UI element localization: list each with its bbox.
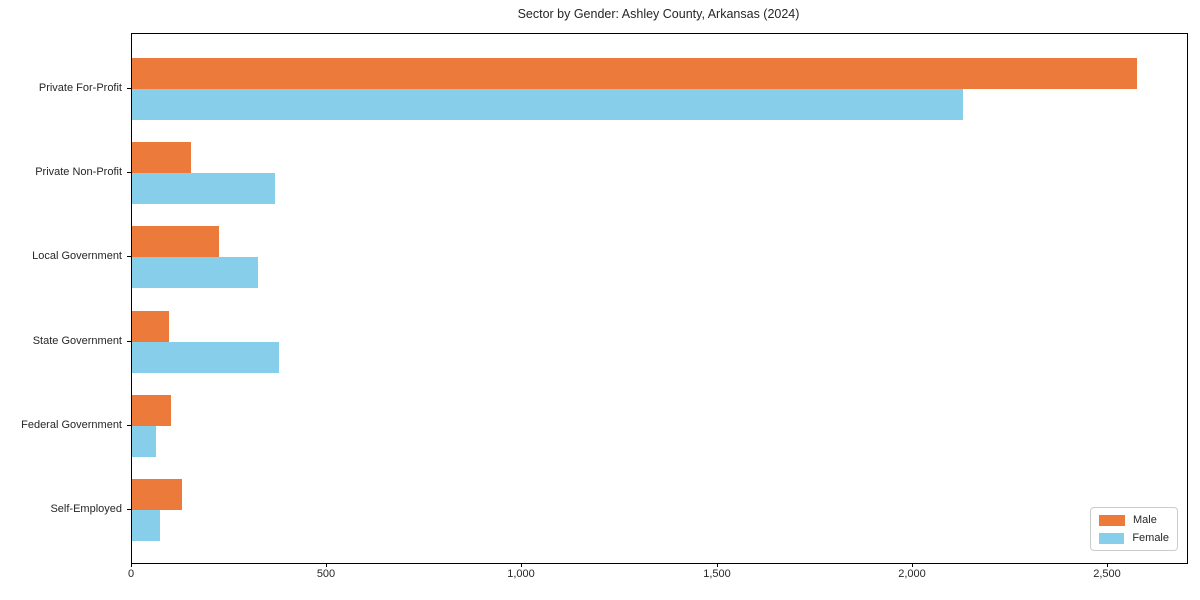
y-tick-mark <box>127 256 131 257</box>
x-tick-label-1500: 1,500 <box>703 568 731 580</box>
bar-female-local-government <box>132 257 258 288</box>
bar-male-state-government <box>132 311 169 342</box>
legend-item-female: Female <box>1099 532 1169 544</box>
y-tick-mark <box>127 172 131 173</box>
legend-swatch-female-icon <box>1099 532 1125 544</box>
bar-female-state-government <box>132 342 279 373</box>
bar-female-private-for-profit <box>132 89 963 120</box>
bar-male-federal-government <box>132 395 171 426</box>
x-tick-label-500: 500 <box>316 568 336 580</box>
bar-female-private-non-profit <box>132 173 275 204</box>
x-tick-label-2500: 2,500 <box>1093 568 1121 580</box>
y-tick-mark <box>127 425 131 426</box>
x-tick-label-0: 0 <box>127 568 135 580</box>
y-axis-label-federal-government: Federal Government <box>21 419 122 431</box>
x-tick-mark <box>1107 563 1108 567</box>
bar-male-self-employed <box>132 479 182 510</box>
x-tick-mark <box>717 563 718 567</box>
y-tick-mark <box>127 341 131 342</box>
bar-male-private-for-profit <box>132 58 1137 89</box>
legend-item-male: Male <box>1099 514 1169 526</box>
y-axis-label-private-non-profit: Private Non-Profit <box>35 166 122 178</box>
y-axis-label-state-government: State Government <box>32 335 122 347</box>
legend: Male Female <box>1090 507 1178 551</box>
legend-label-male: Male <box>1133 514 1157 526</box>
bar-female-self-employed <box>132 510 160 541</box>
plot-area <box>131 33 1188 564</box>
x-tick-label-1000: 1,000 <box>507 568 535 580</box>
bar-male-local-government <box>132 226 219 257</box>
chart-title: Sector by Gender: Ashley County, Arkansa… <box>517 7 800 21</box>
x-tick-label-2000: 2,000 <box>898 568 926 580</box>
legend-label-female: Female <box>1132 532 1169 544</box>
y-axis-label-local-government: Local Government <box>32 250 122 262</box>
x-tick-mark <box>326 563 327 567</box>
y-axis-label-self-employed: Self-Employed <box>50 503 122 515</box>
x-tick-mark <box>131 563 132 567</box>
x-tick-mark <box>521 563 522 567</box>
bar-female-federal-government <box>132 426 156 457</box>
x-tick-mark <box>912 563 913 567</box>
bar-male-private-non-profit <box>132 142 191 173</box>
y-tick-mark <box>127 509 131 510</box>
legend-swatch-male-icon <box>1099 514 1125 526</box>
y-axis-label-private-for-profit: Private For-Profit <box>38 82 122 94</box>
y-tick-mark <box>127 88 131 89</box>
